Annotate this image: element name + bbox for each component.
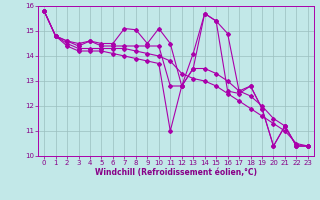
- X-axis label: Windchill (Refroidissement éolien,°C): Windchill (Refroidissement éolien,°C): [95, 168, 257, 177]
